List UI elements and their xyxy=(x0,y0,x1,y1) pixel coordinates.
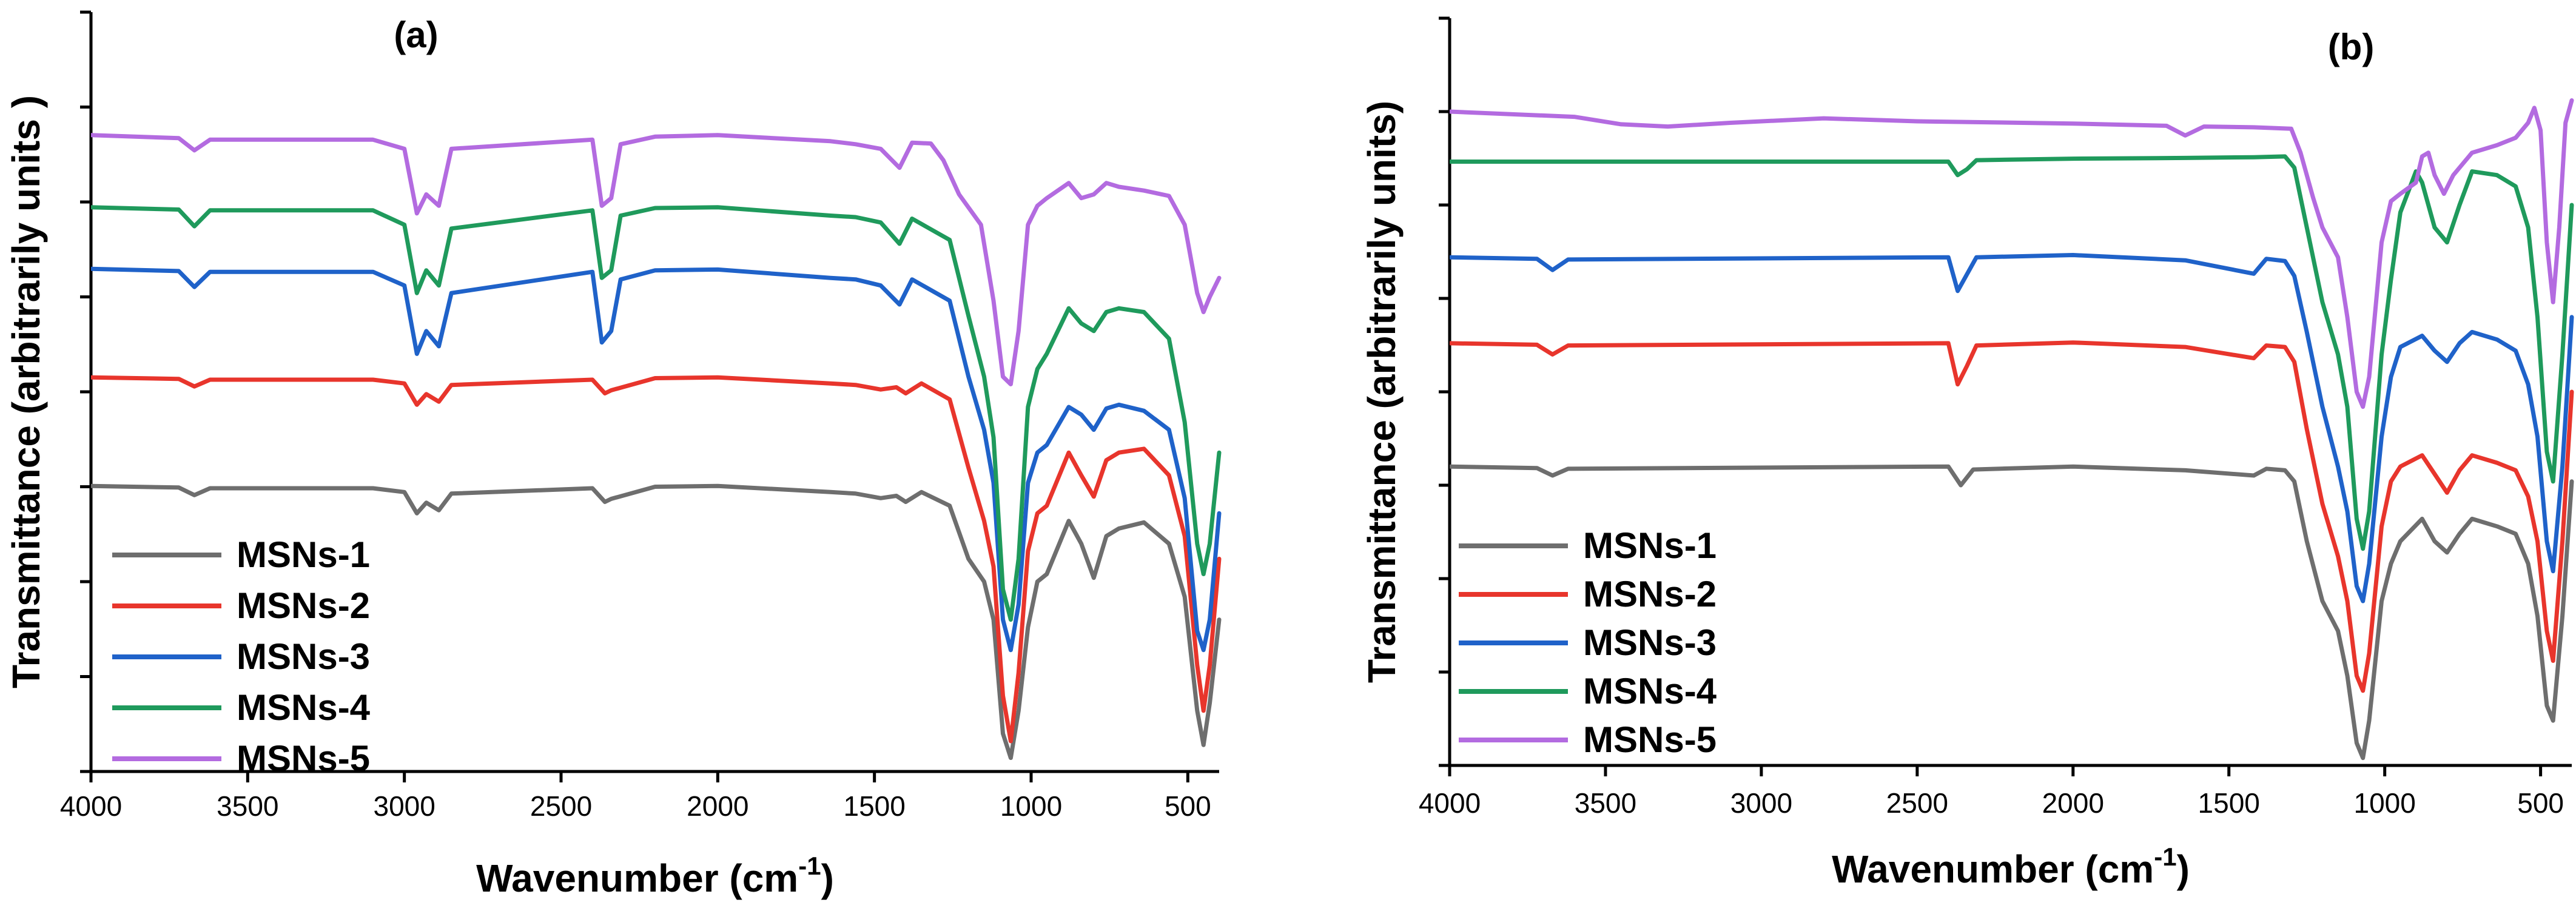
series-line-msns-4 xyxy=(91,205,1222,622)
legend-label: MSNs-2 xyxy=(1583,574,1717,614)
series-line-msns-1 xyxy=(91,483,1222,760)
y-axis-title: Transmittance (arbitrarily units ) xyxy=(4,95,48,688)
series-group xyxy=(1450,98,2574,761)
x-tick-label: 1000 xyxy=(2353,787,2415,819)
legend-label: MSNs-1 xyxy=(237,534,370,575)
series-line-msns-4 xyxy=(1450,154,2574,551)
x-tick-label: 1500 xyxy=(2198,787,2260,819)
legend-label: MSNs-5 xyxy=(1583,719,1717,760)
legend-label: MSNs-4 xyxy=(237,687,371,728)
panel-label: (b) xyxy=(2328,27,2375,67)
x-tick-label: 500 xyxy=(2517,787,2564,819)
series-line-msns-5 xyxy=(1450,98,2574,409)
x-tick-label: 3000 xyxy=(373,790,435,822)
y-axis-title: Transmittance (arbitrarily units) xyxy=(1360,101,1404,683)
x-tick-label: 1000 xyxy=(1000,790,1062,822)
x-axis-title-tail: ) xyxy=(821,856,834,900)
x-tick-label: 4000 xyxy=(1419,787,1481,819)
panel-a: 4000 3500 3000 2500 2000 1500 1000 500 Wavenumbe… xyxy=(4,10,1222,900)
series-line-msns-3 xyxy=(1450,253,2574,603)
x-axis-title-main: Wavenumber (cm xyxy=(476,856,798,900)
series-line-msns-1 xyxy=(1450,464,2574,761)
x-tick-label: 2000 xyxy=(687,790,748,822)
series-line-msns-2 xyxy=(1450,340,2574,693)
legend: MSNs-1 MSNs-2 MSNs-3 MSNs-4 MSNs-5 xyxy=(1459,525,1717,760)
series-group xyxy=(91,133,1222,760)
legend-label: MSNs-2 xyxy=(237,585,370,626)
x-tick-label: 2500 xyxy=(530,790,592,822)
legend-label: MSNs-3 xyxy=(237,636,370,677)
x-axis-title: Wavenumber (cm-1) xyxy=(1832,842,2190,891)
x-tick-label: 500 xyxy=(1165,790,1211,822)
legend: MSNs-1 MSNs-2 MSNs-3 MSNs-4 MSNs-5 xyxy=(112,534,371,779)
series-line-msns-3 xyxy=(91,266,1222,653)
panel-label: (a) xyxy=(394,15,438,55)
x-axis-title-tail: ) xyxy=(2177,847,2190,891)
legend-label: MSNs-4 xyxy=(1583,671,1717,711)
series-line-msns-2 xyxy=(91,375,1222,744)
x-tick-label: 4000 xyxy=(60,790,122,822)
x-tick-label: 3500 xyxy=(217,790,278,822)
x-tick-label: 3500 xyxy=(1575,787,1636,819)
panel-b: 4000 3500 3000 2500 2000 1500 1000 500 Wavenumbe… xyxy=(1360,16,2574,891)
x-tick-label: 2000 xyxy=(2042,787,2104,819)
x-tick-label: 2500 xyxy=(1886,787,1948,819)
x-tick-label: 3000 xyxy=(1730,787,1792,819)
legend-label: MSNs-3 xyxy=(1583,622,1717,663)
legend-label: MSNs-1 xyxy=(1583,525,1717,566)
x-axis-title: Wavenumber (cm-1) xyxy=(476,852,834,900)
x-axis-title-superscript: -1 xyxy=(2154,842,2176,871)
legend-label: MSNs-5 xyxy=(237,738,370,779)
x-tick-label: 1500 xyxy=(843,790,905,822)
series-line-msns-5 xyxy=(91,133,1222,386)
x-axis-title-superscript: -1 xyxy=(798,852,821,880)
x-axis-title-main: Wavenumber (cm xyxy=(1832,847,2154,891)
